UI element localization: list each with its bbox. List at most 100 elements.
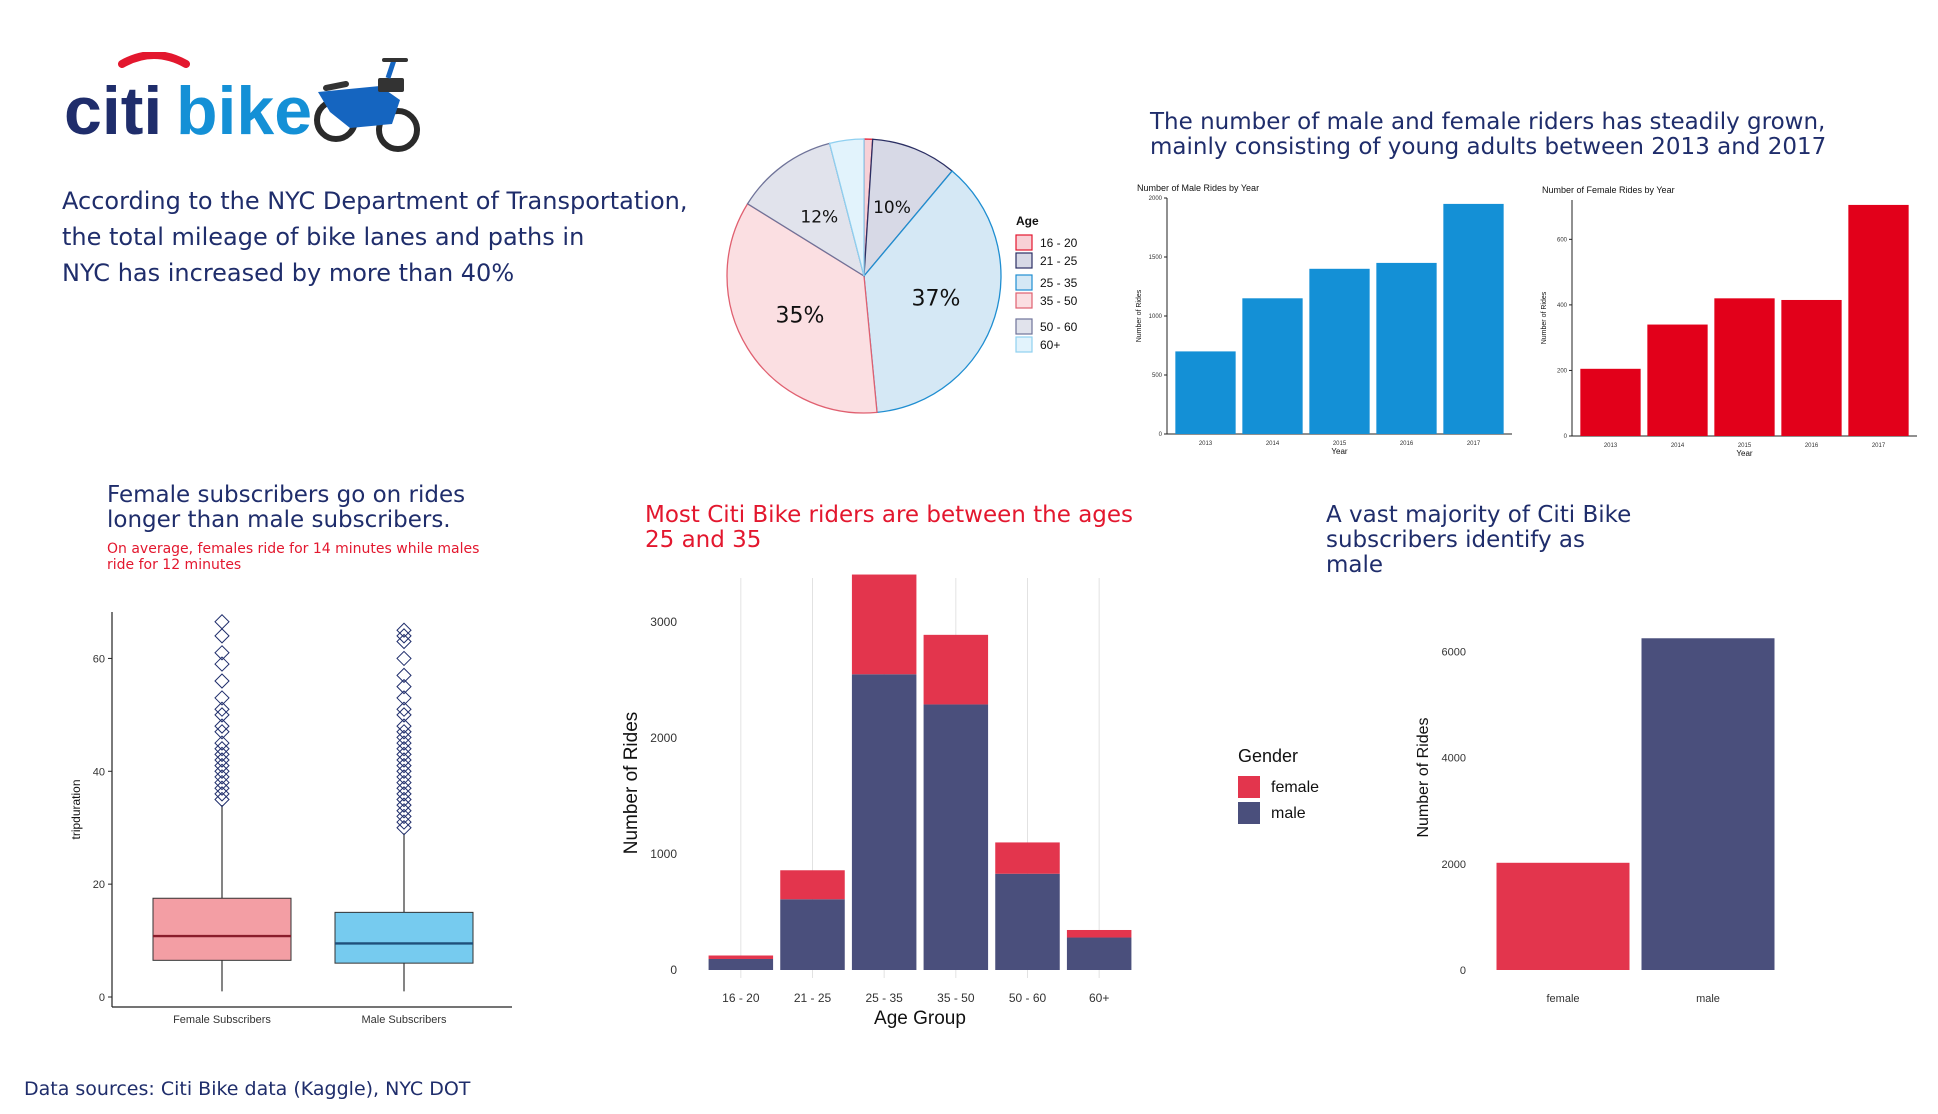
headline-line: The number of male and female riders has… xyxy=(1150,109,1826,135)
gender-rides-chart: 0 2000 4000 6000 female male Number of Rides xyxy=(1415,638,1775,1005)
y-axis-label: Number of Rides xyxy=(1415,717,1432,837)
x-tick-label: 60+ xyxy=(1089,991,1109,1005)
outlier xyxy=(214,757,230,774)
x-axis-label: Year xyxy=(1736,449,1753,458)
pie-slice xyxy=(828,138,865,277)
subtext-line: On average, females ride for 14 minutes … xyxy=(107,541,480,557)
bar xyxy=(1376,262,1437,434)
y-tick-label: 0 xyxy=(1460,965,1466,977)
logo-citi: citi xyxy=(64,73,162,149)
x-tick-label: 2014 xyxy=(1266,441,1280,447)
outlier xyxy=(214,614,230,630)
pie-legend-swatch xyxy=(1015,318,1033,335)
x-tick-label: 2013 xyxy=(1199,441,1213,447)
outlier xyxy=(214,791,230,808)
outlier xyxy=(396,667,412,684)
outlier xyxy=(396,633,412,650)
outlier xyxy=(396,690,412,706)
headline-line: longer than male subscribers. xyxy=(107,507,451,533)
stacked-bar-male xyxy=(851,674,917,970)
logo-bike: bike xyxy=(176,73,312,149)
intro-text: According to the NYC Department of Trans… xyxy=(62,183,722,291)
y-tick-label: 2000 xyxy=(1149,196,1163,202)
outlier xyxy=(396,752,412,768)
headline-line: subscribers identify as xyxy=(1326,527,1585,553)
pie-slice xyxy=(863,170,1002,414)
outlier xyxy=(396,650,412,667)
legend-label: female xyxy=(1271,779,1319,796)
stacked-bar-female xyxy=(995,842,1060,874)
outlier xyxy=(214,763,230,779)
trip-duration-boxplot: 0 20 40 60 tripduration Female Subscribers Mal… xyxy=(69,612,512,1026)
outlier xyxy=(396,791,412,808)
y-axis-label: Number of Rides xyxy=(1541,291,1548,344)
outlier xyxy=(396,724,412,740)
pie-legend-label: 60+ xyxy=(1040,338,1060,352)
outlier xyxy=(396,797,412,813)
boxplot-subtext: On average, females ride for 14 minutes … xyxy=(107,541,567,573)
outlier xyxy=(214,769,230,785)
outlier xyxy=(214,628,230,644)
outlier xyxy=(214,741,230,757)
y-tick-label: 3000 xyxy=(650,615,677,629)
legend-swatch xyxy=(1238,802,1260,824)
x-tick-label: 2016 xyxy=(1805,443,1819,449)
x-axis-label: Year xyxy=(1331,447,1348,456)
y-tick-label: 0 xyxy=(1159,432,1163,438)
x-axis-label: Age Group xyxy=(874,1008,966,1029)
pie-legend-label: 25 - 35 xyxy=(1040,276,1078,290)
box xyxy=(334,911,474,964)
y-axis-label: tripduration xyxy=(69,779,83,839)
outlier xyxy=(214,645,230,661)
pie-slice-label: 10% xyxy=(873,198,911,218)
pie-slice-label: 12% xyxy=(800,207,838,227)
y-tick-label: 600 xyxy=(1557,237,1568,243)
bar xyxy=(1781,299,1842,436)
x-tick-label: 16 - 20 xyxy=(722,991,760,1005)
intro-line: NYC has increased by more than 40% xyxy=(62,259,515,287)
x-tick-label: 2017 xyxy=(1467,441,1481,447)
bar xyxy=(1848,204,1909,436)
boxplot-headline: Female subscribers go on rides longer th… xyxy=(107,483,567,533)
subtext-line: ride for 12 minutes xyxy=(107,557,242,573)
chart-title: Number of Male Rides by Year xyxy=(1137,183,1259,193)
pie-slice xyxy=(726,202,878,414)
y-tick-label: 20 xyxy=(93,879,105,891)
growth-headline: The number of male and female riders has… xyxy=(1150,110,1910,160)
x-tick-label: 2013 xyxy=(1604,443,1618,449)
outlier xyxy=(214,718,230,734)
bar xyxy=(1647,324,1708,436)
x-tick-label: female xyxy=(1546,993,1579,1005)
outlier xyxy=(396,741,412,757)
stacked-bar-female xyxy=(851,574,917,675)
y-axis-label: Number of Rides xyxy=(621,712,642,855)
outlier xyxy=(396,780,412,796)
x-tick-label: 25 - 35 xyxy=(865,991,903,1005)
y-tick-label: 1000 xyxy=(1149,314,1163,320)
female-rides-chart: Number of Female Rides by Year 0 200 400 600… xyxy=(1541,185,1917,458)
age-gender-chart: 0 1000 2000 3000 16 - 20 21 - 25 25 - 35 35 - 5… xyxy=(621,574,1319,1029)
x-tick-label: 35 - 50 xyxy=(937,991,975,1005)
outlier xyxy=(214,746,230,763)
pie-legend-title: Age xyxy=(1016,214,1039,228)
outlier xyxy=(396,746,412,763)
bar xyxy=(1309,268,1370,434)
gender-headline: A vast majority of Citi Bike subscribers… xyxy=(1326,503,1726,578)
pie-legend-label: 21 - 25 xyxy=(1040,254,1078,268)
stacked-bar-male xyxy=(708,958,774,970)
pie-slice xyxy=(863,138,953,278)
outlier xyxy=(214,724,230,740)
x-tick-label: 2016 xyxy=(1400,441,1414,447)
outlier xyxy=(214,656,230,672)
x-tick-label: male xyxy=(1696,993,1720,1005)
stacked-bar-male xyxy=(923,704,989,970)
pie-legend-swatch xyxy=(1015,252,1033,269)
bar xyxy=(1580,368,1641,436)
pie-legend-label: 16 - 20 xyxy=(1040,236,1078,250)
headline-line: male xyxy=(1326,552,1384,578)
stacked-bar-male xyxy=(1066,937,1132,970)
pie-legend-swatch xyxy=(1015,234,1033,251)
legend-label: male xyxy=(1271,805,1306,822)
pie-legend-swatch xyxy=(1015,292,1033,309)
y-tick-label: 0 xyxy=(670,963,677,977)
